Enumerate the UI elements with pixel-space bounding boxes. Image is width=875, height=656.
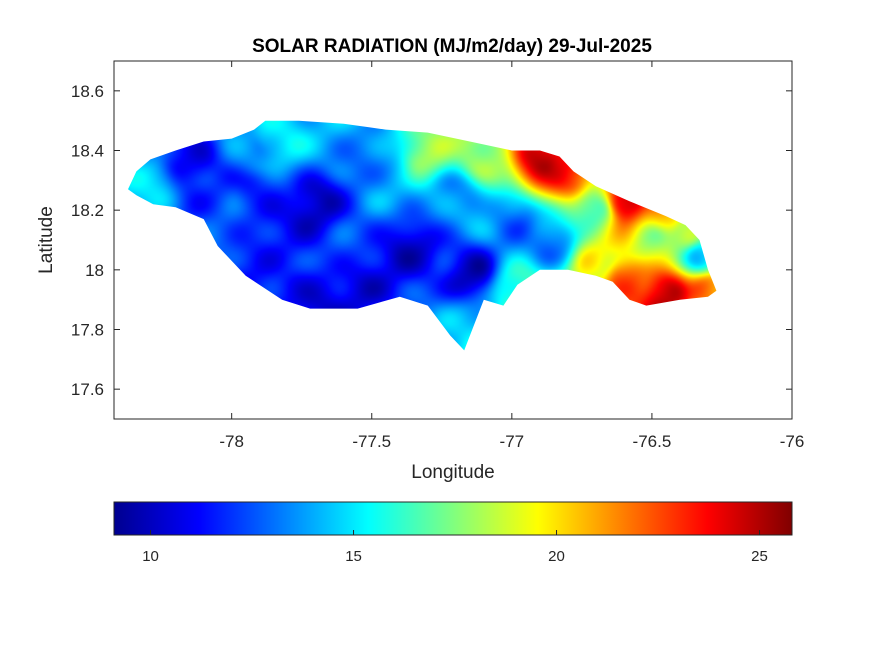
colorbar-ticks: 10 15 20 25 — [142, 530, 768, 565]
y-axis-label: Latitude — [36, 206, 57, 274]
colorbar-tick-label: 25 — [751, 548, 768, 565]
chart-title: SOLAR RADIATION (MJ/m2/day) 29-Jul-2025 — [252, 36, 652, 57]
y-tick-label: 18.2 — [71, 201, 104, 220]
y-tick-label: 18.6 — [71, 82, 104, 101]
x-tick-label: -77 — [500, 432, 525, 451]
x-axis-ticks: -78 -77.5 -77 -76.5 -76 — [219, 61, 804, 451]
x-tick-label: -76 — [780, 432, 805, 451]
y-axis-ticks: 17.6 17.8 18 18.2 18.4 18.6 — [71, 82, 792, 399]
x-axis-label: Longitude — [411, 462, 494, 483]
y-tick-label: 17.6 — [71, 380, 104, 399]
colorbar-tick-label: 20 — [548, 548, 565, 565]
x-tick-label: -78 — [219, 432, 244, 451]
colorbar — [113, 501, 793, 536]
y-tick-label: 18.4 — [71, 142, 104, 161]
colorbar-tick-label: 15 — [345, 548, 362, 565]
x-tick-label: -76.5 — [633, 432, 672, 451]
colorbar-tick-label: 10 — [142, 548, 159, 565]
x-tick-label: -77.5 — [352, 432, 391, 451]
y-tick-label: 17.8 — [71, 321, 104, 340]
y-tick-label: 18 — [85, 261, 104, 280]
